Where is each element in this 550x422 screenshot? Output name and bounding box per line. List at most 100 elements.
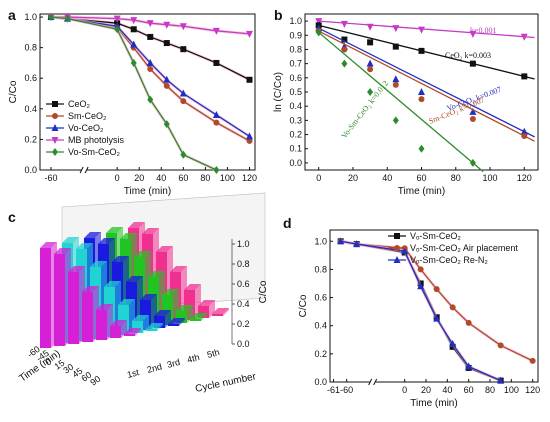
bar-top — [40, 242, 57, 248]
plot-frame — [329, 229, 539, 383]
data-point — [418, 47, 425, 54]
x-tick-label: 100 — [220, 173, 235, 183]
bar-side — [151, 294, 157, 330]
cycle-tick-label: 4th — [186, 352, 201, 365]
bar-side — [93, 286, 99, 342]
data-point — [213, 119, 220, 126]
data-point — [147, 95, 154, 104]
x-tick-label: 40 — [442, 385, 452, 395]
y-tick-label: 0.4 — [289, 101, 302, 111]
y-tick-label: 0.0 — [24, 165, 37, 175]
data-point — [180, 46, 187, 53]
bar-top — [190, 313, 207, 319]
cycle-tick-label: 1st — [126, 367, 141, 380]
data-point — [180, 98, 187, 105]
bar-front — [168, 324, 179, 326]
data-point — [163, 120, 170, 129]
series-4 — [315, 28, 484, 173]
bar — [212, 308, 229, 316]
bar-front — [154, 316, 165, 328]
bar-side — [107, 304, 113, 340]
bar-top — [212, 308, 229, 314]
rate-constant-annotation: CeO₂ k=0.003 — [445, 51, 491, 60]
data-point — [521, 73, 528, 80]
bar-side — [209, 300, 215, 318]
x-tick-label: 20 — [348, 173, 358, 183]
bar-front — [68, 272, 79, 344]
y-tick-label: 0.8 — [314, 264, 327, 274]
data-point — [529, 357, 536, 364]
cycle-axis-label: Cycle number — [194, 371, 257, 395]
data-point — [521, 132, 528, 139]
data-point — [341, 46, 348, 53]
x-tick-label: 40 — [156, 173, 166, 183]
data-point — [418, 88, 425, 95]
data-point — [113, 15, 121, 23]
legend-entry: Vo-Sm-CeO₂ — [68, 147, 121, 157]
bar-top — [184, 284, 201, 290]
data-point — [401, 247, 409, 255]
data-point — [130, 17, 138, 25]
x-axis-label: Time (min) — [410, 398, 457, 409]
bar-side — [51, 242, 57, 348]
bar-front — [82, 292, 93, 342]
data-point — [212, 110, 220, 118]
x-tick-label: -60 — [340, 385, 353, 395]
bar — [124, 328, 141, 336]
series-1 — [315, 22, 535, 80]
bar-front — [54, 254, 65, 346]
bar-top — [82, 286, 99, 292]
panel-label-c: c — [8, 209, 16, 225]
x-tick-label: 80 — [485, 385, 495, 395]
bar-top — [120, 233, 137, 239]
x-tick-label: 60 — [464, 385, 474, 395]
axis-break-mark — [79, 166, 84, 174]
x-tick-label: 100 — [504, 385, 519, 395]
z-tick-label: 0.4 — [237, 299, 250, 309]
legend-marker — [51, 137, 59, 144]
series-line — [50, 16, 217, 171]
bar-top — [168, 318, 185, 324]
bar-front — [110, 326, 121, 338]
data-point — [246, 76, 253, 83]
y-tick-label: 1.0 — [289, 16, 302, 26]
y-tick-label: 0.8 — [24, 43, 37, 53]
x-axis-label: Time (min) — [124, 186, 171, 197]
data-point — [341, 36, 348, 43]
bar — [54, 248, 71, 346]
fit-line — [318, 27, 535, 138]
x-tick-label: -61 — [327, 385, 340, 395]
legend-marker — [393, 256, 401, 263]
panel-label-d: d — [283, 215, 292, 231]
depth-tick-label: 60 — [79, 370, 93, 384]
legend-marker — [394, 233, 400, 239]
bar — [132, 315, 149, 333]
rate-constant-annotation: k=0.001 — [470, 26, 497, 35]
data-point — [341, 59, 348, 68]
axis-break-gap — [81, 166, 88, 174]
data-point — [367, 66, 374, 73]
axis-break-mark — [84, 166, 89, 174]
y-tick-label: 0.6 — [314, 293, 327, 303]
data-point — [417, 282, 425, 290]
y-tick-label: 0.2 — [289, 130, 302, 140]
bar — [146, 323, 163, 331]
bar-side — [135, 328, 141, 336]
bar-top — [98, 238, 115, 244]
axis-break-gap — [369, 378, 376, 386]
series-0 — [315, 18, 535, 41]
bar — [96, 304, 113, 340]
bar-top — [132, 315, 149, 321]
depth-tick-label: 30 — [61, 362, 75, 376]
bar-side — [157, 323, 163, 331]
panel-a: -60 0 20 40 60 80 100 120 0.0 0.2 0.4 0.6 0.8 1.0 Time… — [8, 7, 257, 197]
data-point — [163, 40, 170, 47]
y-tick-label: 0.0 — [289, 158, 302, 168]
data-point — [469, 107, 477, 115]
legend-entry: MB photolysis — [68, 135, 125, 145]
y-axis-label: C/Co — [298, 294, 309, 317]
cycle-tick-label: 3rd — [166, 357, 181, 370]
bar-front — [146, 329, 157, 331]
depth-tick-label: 45 — [70, 366, 84, 380]
axis-break-mark — [373, 378, 378, 386]
